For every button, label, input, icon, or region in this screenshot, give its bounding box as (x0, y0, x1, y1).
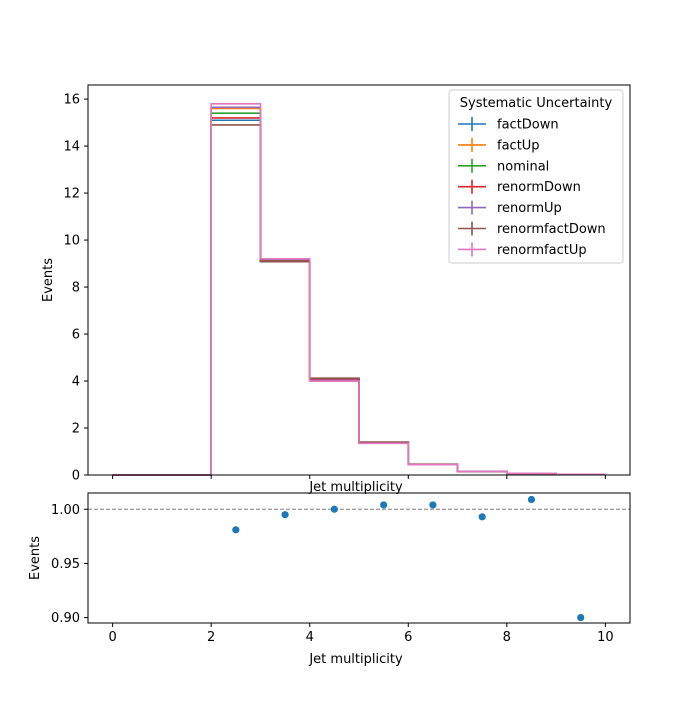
bottom-x-axis-label: Jet multiplicity (308, 652, 403, 667)
bottom-x-tick-label: 2 (207, 630, 215, 645)
ratio-point (330, 505, 338, 513)
bottom-y-axis: 0.90 0.95 1.00 (51, 503, 88, 626)
bottom-x-tick-label: 6 (404, 630, 412, 645)
ratio-point (281, 511, 289, 519)
bottom-x-tick-label: 0 (108, 630, 116, 645)
series-line-renormfactUp (112, 102, 606, 476)
legend-label: renormDown (497, 180, 581, 195)
top-y-tick-label: 0 (72, 469, 80, 484)
ratio-point (527, 495, 536, 504)
legend: Systematic Uncertainty factDown factUp nom… (448, 89, 624, 264)
legend-title: Systematic Uncertainty (460, 96, 613, 111)
legend-label: renormfactUp (497, 243, 587, 258)
bottom-y-tick-label: 0.95 (51, 557, 80, 572)
ratio-point (478, 513, 486, 521)
legend-item-renormfactUp: renormfactUp (458, 242, 587, 258)
top-panel: 0 2 4 6 8 10 12 14 16 Events Jet multiplicity Sy… (41, 84, 631, 495)
legend-entries: factDown factUp nominal renormDown renormUp r… (458, 117, 606, 258)
bottom-y-tick-label: 1.00 (51, 503, 80, 518)
legend-item-factDown: factDown (458, 117, 559, 133)
legend-item-factUp: factUp (458, 137, 540, 153)
top-x-axis (112, 475, 606, 479)
top-y-tick-label: 10 (63, 234, 80, 249)
bottom-plot-frame (87, 492, 631, 624)
top-y-tick-label: 2 (72, 422, 80, 437)
legend-item-renormfactDown: renormfactDown (458, 221, 606, 237)
top-y-tick-label: 4 (72, 375, 80, 390)
top-y-tick-label: 12 (63, 187, 80, 202)
ratio-points (232, 495, 585, 622)
top-x-axis-label: Jet multiplicity (308, 480, 403, 495)
legend-label: nominal (497, 159, 549, 174)
bottom-x-tick-label: 10 (597, 630, 614, 645)
top-y-tick-label: 16 (63, 93, 80, 108)
top-y-tick-label: 8 (72, 281, 80, 296)
legend-item-renormUp: renormUp (458, 200, 562, 216)
legend-item-nominal: nominal (458, 158, 549, 174)
top-y-tick-label: 6 (72, 328, 80, 343)
legend-label: factUp (497, 138, 540, 153)
top-plot-frame (87, 84, 631, 476)
top-y-axis: 0 2 4 6 8 10 12 14 16 (63, 93, 88, 484)
bottom-x-tick-label: 4 (306, 630, 314, 645)
ratio-point (429, 501, 437, 509)
ratio-point (380, 501, 388, 509)
bottom-x-tick-label: 8 (503, 630, 511, 645)
bottom-x-axis: 0 2 4 6 8 10 (108, 623, 614, 645)
legend-box (448, 89, 624, 264)
legend-label: renormUp (497, 201, 562, 216)
bottom-panel: 0.90 0.95 1.00 0 2 4 6 8 10 Events Jet multipli… (28, 492, 631, 667)
bottom-y-axis-label: Events (28, 536, 43, 580)
ratio-point (232, 526, 240, 534)
legend-item-renormDown: renormDown (458, 179, 581, 195)
ratio-point (577, 613, 585, 622)
legend-label: factDown (497, 118, 559, 133)
legend-label: renormfactDown (497, 222, 606, 237)
top-series-group (112, 102, 606, 476)
top-y-tick-label: 14 (63, 140, 80, 155)
top-y-axis-label: Events (41, 258, 56, 302)
bottom-y-tick-label: 0.90 (51, 611, 80, 626)
